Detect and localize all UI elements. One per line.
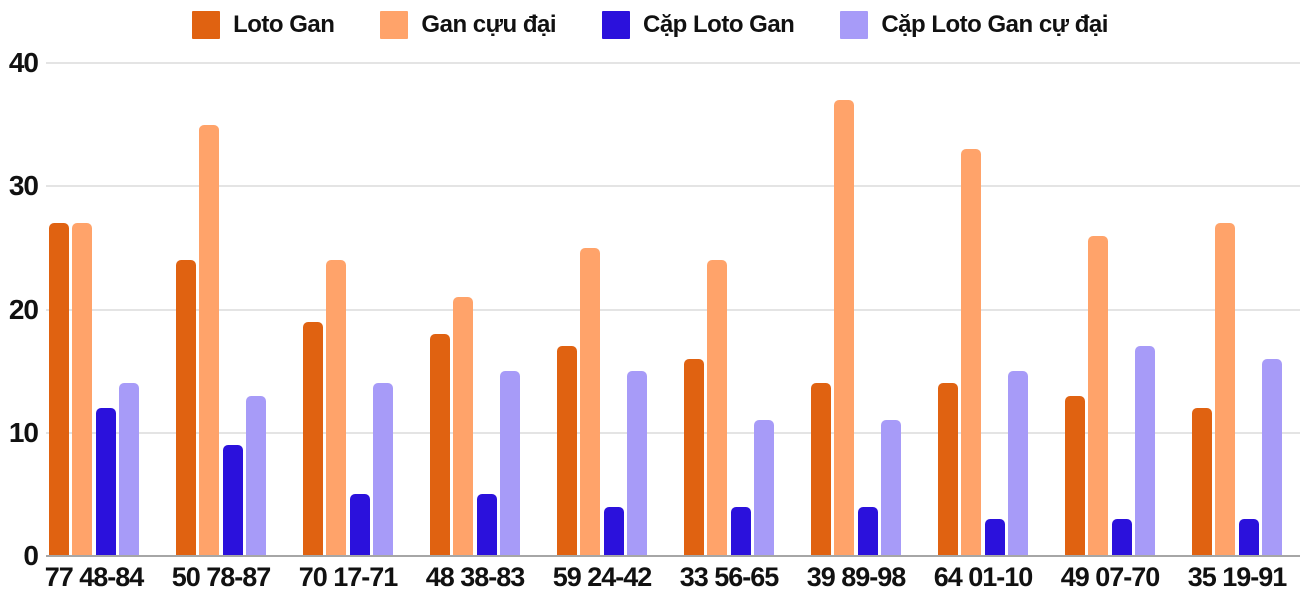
bar: [984, 519, 1005, 556]
legend-swatch-icon: [602, 11, 630, 39]
bar: [937, 383, 958, 556]
bar: [834, 99, 855, 556]
y-axis-tick-label: 20: [8, 293, 39, 325]
bar: [1135, 346, 1156, 556]
bar: [810, 383, 831, 556]
bar: [199, 124, 220, 556]
bar: [453, 297, 474, 556]
x-axis-category-label: 48 38-83: [425, 562, 526, 592]
y-axis-tick-label: 30: [8, 170, 39, 202]
bar: [556, 346, 577, 556]
y-axis-tick-label: 10: [8, 416, 39, 448]
bar: [302, 321, 323, 556]
legend-swatch-icon: [192, 11, 221, 39]
chart-legend: Loto Gan Gan cựu đại Cặp Loto Gan Cặp Loto …: [0, 11, 1300, 39]
legend-item: Cặp Loto Gan: [602, 11, 795, 39]
bar: [627, 371, 648, 556]
bar: [119, 383, 140, 556]
gridline: [46, 431, 1300, 434]
bar: [1008, 371, 1029, 556]
bar: [500, 371, 521, 556]
x-axis-line: [46, 555, 1300, 557]
bar: [1262, 358, 1283, 556]
bar: [603, 506, 624, 556]
gridline: [46, 185, 1300, 188]
legend-item: Cặp Loto Gan cự đại: [840, 11, 1108, 39]
bar: [222, 445, 243, 556]
bar: [175, 260, 196, 556]
bar: [683, 358, 704, 556]
bar: [857, 506, 878, 556]
bar: [1088, 235, 1109, 556]
y-axis-tick-label: 0: [23, 540, 39, 571]
bar: [246, 395, 267, 556]
legend-swatch-icon: [380, 11, 409, 39]
bar: [754, 420, 775, 556]
legend-label: Cặp Loto Gan cự đại: [881, 11, 1108, 38]
x-axis-category-label: 64 01-10: [933, 562, 1034, 592]
legend-item: Loto Gan: [192, 11, 335, 39]
bar: [349, 494, 370, 556]
bar: [730, 506, 751, 556]
y-axis-tick-label: 40: [8, 47, 39, 78]
legend-swatch-icon: [840, 11, 869, 39]
x-axis-category-label: 39 89-98: [806, 562, 907, 592]
legend-label: Cặp Loto Gan: [643, 11, 795, 38]
x-axis-category-label: 70 17-71: [298, 562, 399, 592]
bar: [72, 223, 93, 556]
x-axis-category-label: 59 24-42: [552, 562, 653, 592]
bar: [881, 420, 902, 556]
bar: [1111, 519, 1132, 556]
x-axis-category-label: 33 56-65: [679, 562, 780, 592]
x-axis-category-label: 35 19-91: [1187, 562, 1288, 592]
bar: [1215, 223, 1236, 556]
x-axis-category-label: 50 78-87: [171, 562, 272, 592]
bar: [95, 408, 116, 556]
bar: [580, 247, 601, 556]
x-axis-category-label: 77 48-84: [44, 562, 145, 592]
legend-item: Gan cựu đại: [380, 11, 556, 39]
bar: [326, 260, 347, 556]
bar: [1191, 408, 1212, 556]
bar: [1238, 519, 1259, 556]
bar: [48, 223, 69, 556]
bar: [429, 334, 450, 556]
bar: [1064, 395, 1085, 556]
bar: [707, 260, 728, 556]
gridline: [46, 308, 1300, 311]
bar: [961, 149, 982, 556]
x-axis-category-label: 49 07-70: [1060, 562, 1161, 592]
bar: [476, 494, 497, 556]
legend-label: Gan cựu đại: [421, 11, 556, 38]
gridline: [46, 62, 1300, 64]
legend-label: Loto Gan: [233, 11, 335, 38]
bar: [373, 383, 394, 556]
